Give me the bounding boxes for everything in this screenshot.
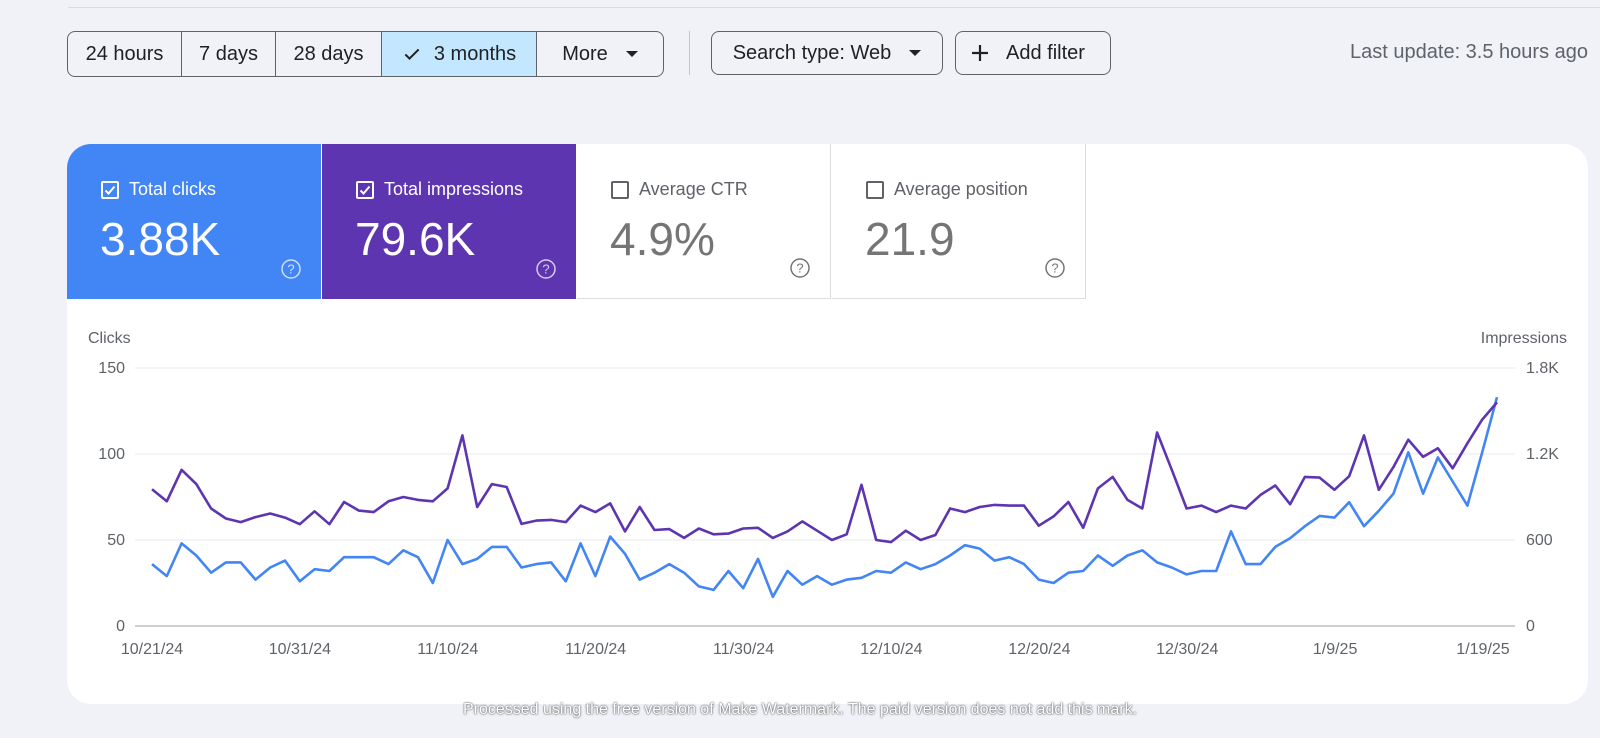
x-tick-label: 11/30/24 xyxy=(713,641,774,658)
date-range-selector: 24 hours 7 days 28 days 3 months More xyxy=(67,31,664,77)
metric-total-impressions[interactable]: Total impressions 79.6K ? xyxy=(322,144,576,299)
metric-value: 4.9% xyxy=(610,213,715,265)
svg-text:?: ? xyxy=(796,261,803,276)
range-3-months-button[interactable]: 3 months xyxy=(382,32,537,76)
toolbar-divider xyxy=(689,31,690,75)
checkbox-icon[interactable] xyxy=(356,180,374,199)
metric-label: Average position xyxy=(894,179,1028,199)
svg-text:?: ? xyxy=(287,262,294,277)
checkbox-icon[interactable] xyxy=(101,180,119,199)
x-tick-label: 1/19/25 xyxy=(1456,641,1509,658)
search-type-label: Search type: Web xyxy=(732,41,892,64)
last-update-text: Last update: 3.5 hours ago xyxy=(1350,41,1588,63)
metric-label: Total clicks xyxy=(129,179,217,199)
range-label: 24 hours xyxy=(85,42,164,65)
range-7-days-button[interactable]: 7 days xyxy=(182,32,276,76)
y-right-tick-label: 600 xyxy=(1526,532,1553,549)
chevron-down-icon xyxy=(625,51,638,57)
checkbox-icon[interactable] xyxy=(611,180,629,199)
range-28-days-button[interactable]: 28 days xyxy=(276,32,382,76)
x-tick-label: 12/10/24 xyxy=(860,641,922,658)
y-left-axis-label: Clicks xyxy=(88,330,131,347)
x-tick-label: 1/9/25 xyxy=(1313,641,1358,658)
series-line-impressions xyxy=(151,401,1498,544)
metric-label: Total impressions xyxy=(384,179,524,199)
range-label: More xyxy=(562,42,608,65)
x-tick-label: 11/20/24 xyxy=(565,641,626,658)
search-type-dropdown[interactable]: Search type: Web xyxy=(711,31,943,75)
help-icon[interactable]: ? xyxy=(281,259,301,279)
add-filter-button[interactable]: Add filter xyxy=(955,31,1111,75)
metric-average-ctr[interactable]: Average CTR 4.9% ? xyxy=(577,144,831,299)
range-more-dropdown[interactable]: More xyxy=(537,32,663,76)
help-icon[interactable]: ? xyxy=(536,259,556,279)
series-line-clicks xyxy=(151,396,1499,599)
y-right-tick-label: 1.8K xyxy=(1526,360,1559,377)
metric-label: Average CTR xyxy=(639,179,748,199)
chevron-down-icon xyxy=(909,50,922,56)
plus-icon xyxy=(972,45,988,61)
x-tick-label: 12/20/24 xyxy=(1008,641,1070,658)
y-left-tick-label: 50 xyxy=(107,532,125,549)
range-label: 7 days xyxy=(199,42,258,65)
range-label: 3 months xyxy=(433,42,517,65)
y-left-tick-label: 0 xyxy=(116,618,125,635)
metric-value: 3.88K xyxy=(100,213,221,265)
help-icon[interactable]: ? xyxy=(1045,258,1065,278)
y-left-tick-label: 150 xyxy=(98,360,125,377)
x-tick-label: 12/30/24 xyxy=(1156,641,1218,658)
help-icon[interactable]: ? xyxy=(790,258,810,278)
range-label: 28 days xyxy=(293,42,364,65)
y-right-tick-label: 0 xyxy=(1526,618,1535,635)
performance-card: Total clicks 3.88K ? Total impressions 7… xyxy=(67,144,1588,704)
checkmark-icon xyxy=(404,48,420,60)
x-tick-label: 10/21/24 xyxy=(121,641,183,658)
metric-value: 79.6K xyxy=(355,213,476,265)
top-divider xyxy=(68,7,1600,8)
metric-total-clicks[interactable]: Total clicks 3.88K ? xyxy=(67,144,321,299)
range-24-hours-button[interactable]: 24 hours xyxy=(68,32,182,76)
metric-value: 21.9 xyxy=(865,213,955,265)
checkbox-icon[interactable] xyxy=(866,180,884,199)
x-tick-label: 10/31/24 xyxy=(269,641,331,658)
y-right-axis-label: Impressions xyxy=(1481,330,1567,347)
x-tick-label: 11/10/24 xyxy=(417,641,478,658)
y-right-tick-label: 1.2K xyxy=(1526,446,1559,463)
svg-text:?: ? xyxy=(542,262,549,277)
add-filter-label: Add filter xyxy=(1006,41,1085,64)
watermark-text: Processed using the free version of Make… xyxy=(462,701,1138,718)
metric-average-position[interactable]: Average position 21.9 ? xyxy=(832,144,1086,299)
svg-text:?: ? xyxy=(1051,261,1058,276)
y-left-tick-label: 100 xyxy=(98,446,125,463)
